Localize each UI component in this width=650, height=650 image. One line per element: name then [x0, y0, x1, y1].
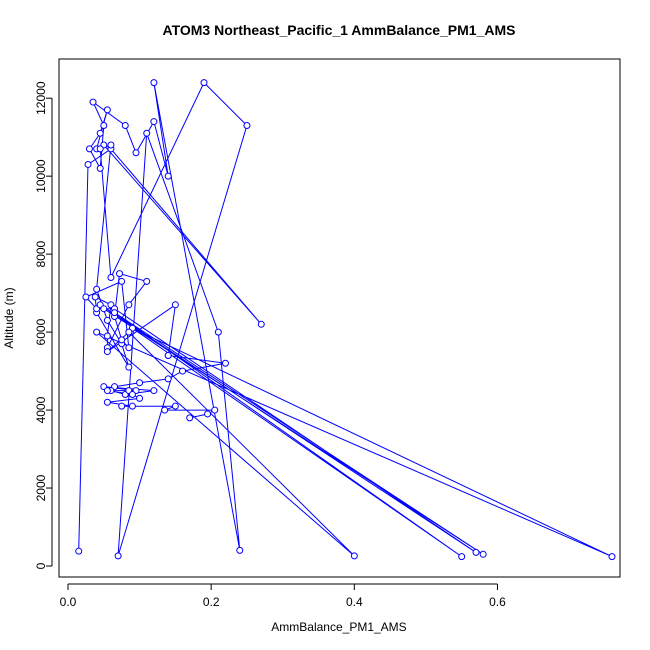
data-point	[75, 547, 83, 555]
data-point	[96, 164, 104, 172]
data-point	[103, 332, 111, 340]
data-point	[125, 344, 133, 352]
x-tick-label: 0.4	[346, 595, 363, 609]
data-point	[164, 375, 172, 383]
data-point	[164, 172, 172, 180]
data-point	[243, 121, 251, 129]
data-point	[257, 320, 265, 328]
data-point	[118, 277, 126, 285]
data-point	[171, 402, 179, 410]
x-tick-label: 0.2	[203, 595, 220, 609]
y-tick-label: 2000	[34, 474, 48, 501]
y-tick-label: 10000	[34, 159, 48, 193]
data-point	[164, 351, 172, 359]
data-point	[136, 394, 144, 402]
data-point	[132, 149, 140, 157]
data-point	[107, 274, 115, 282]
data-point	[103, 387, 111, 395]
data-point	[114, 552, 122, 560]
data-point	[93, 328, 101, 336]
data-point	[211, 406, 219, 414]
data-point	[236, 546, 244, 554]
data-point	[85, 145, 93, 153]
data-point	[479, 550, 487, 558]
data-point	[100, 121, 108, 129]
data-point	[96, 145, 104, 153]
series-points	[75, 79, 616, 561]
plot-frame	[58, 58, 621, 578]
x-axis: 0.0 0.2 0.4 0.6	[60, 583, 506, 609]
data-point	[93, 285, 101, 293]
data-point	[103, 316, 111, 324]
data-point	[103, 398, 111, 406]
x-tick-label: 0.6	[489, 595, 506, 609]
y-tick-label: 6000	[34, 318, 48, 345]
data-point	[82, 293, 90, 301]
data-point	[96, 129, 104, 137]
data-point	[608, 553, 616, 561]
data-point	[350, 552, 358, 560]
y-tick-label: 12000	[34, 81, 48, 115]
data-point	[200, 79, 208, 87]
data-point	[103, 106, 111, 114]
data-point	[472, 548, 480, 556]
data-point	[91, 293, 99, 301]
data-point	[128, 390, 136, 398]
data-point	[150, 79, 158, 87]
data-point	[111, 309, 119, 317]
y-tick-label: 8000	[34, 240, 48, 267]
data-point	[125, 328, 133, 336]
data-point	[128, 402, 136, 410]
data-point	[214, 328, 222, 336]
data-point	[150, 118, 158, 126]
data-point	[125, 363, 133, 371]
data-point	[136, 379, 144, 387]
data-point	[89, 98, 97, 106]
data-point	[100, 305, 108, 313]
data-point	[118, 402, 126, 410]
y-tick-label: 0	[34, 562, 48, 569]
data-point	[150, 387, 158, 395]
data-point	[143, 277, 151, 285]
data-point	[116, 270, 124, 278]
data-point	[161, 406, 169, 414]
data-point	[121, 121, 129, 129]
x-axis-label: AmmBalance_PM1_AMS	[271, 620, 406, 634]
data-point	[118, 336, 126, 344]
chart-title: ATOM3 Northeast_Pacific_1 AmmBalance_PM1…	[163, 22, 516, 38]
data-point	[171, 301, 179, 309]
data-point	[204, 410, 212, 418]
data-point	[179, 367, 187, 375]
data-point	[221, 359, 229, 367]
y-axis-label: Altitude (m)	[2, 287, 16, 348]
data-point	[107, 141, 115, 149]
data-point	[458, 553, 466, 561]
x-tick-label: 0.0	[60, 595, 77, 609]
data-point	[125, 301, 133, 309]
y-axis: 0 2000 4000 6000 8000 10000 12000	[34, 81, 53, 569]
data-point	[84, 160, 92, 168]
y-tick-label: 4000	[34, 396, 48, 423]
data-point	[103, 348, 111, 356]
data-point	[186, 414, 194, 422]
data-point	[143, 129, 151, 137]
